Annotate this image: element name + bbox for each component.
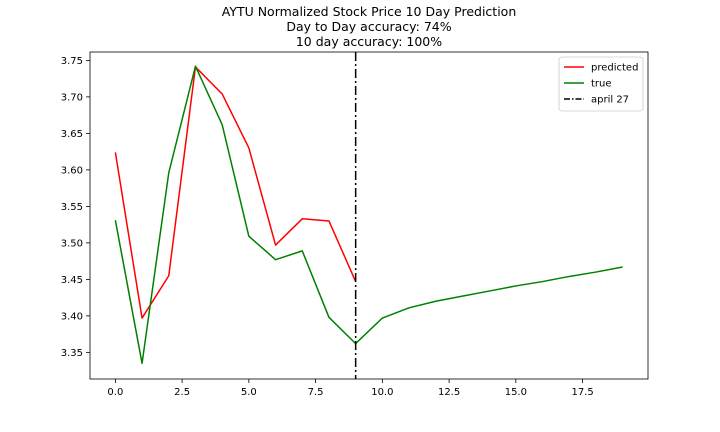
legend: predicted true april 27 <box>558 56 644 112</box>
chart-title: AYTU Normalized Stock Price 10 Day Predi… <box>222 4 517 49</box>
y-tick-label: 3.65 <box>61 129 83 140</box>
x-tick-label: 7.5 <box>308 387 324 398</box>
y-tick-label: 3.40 <box>61 311 83 322</box>
y-tick-label: 3.55 <box>61 202 83 213</box>
y-tick-label: 3.35 <box>61 348 83 359</box>
legend-label: predicted <box>591 63 638 74</box>
axes-frame <box>89 51 649 380</box>
x-tick-label: 5.0 <box>241 387 257 398</box>
legend-label: true <box>591 79 612 90</box>
x-tick-label: 2.5 <box>174 387 190 398</box>
y-tick-label: 3.45 <box>61 275 83 286</box>
y-tick-label: 3.60 <box>61 165 83 176</box>
series-line-predicted <box>114 66 357 319</box>
x-tick-label: 15.0 <box>505 387 527 398</box>
chart-title-line-3: 10 day accuracy: 100% <box>296 34 442 49</box>
y-tick-label: 3.70 <box>61 92 83 103</box>
x-tick-label: 0.0 <box>107 387 123 398</box>
legend-label: april 27 <box>591 95 629 106</box>
series-line-true <box>114 65 623 365</box>
x-tick-label: 10.0 <box>371 387 393 398</box>
y-axis-ticks: 3.35 3.40 3.45 3.50 3.55 3.60 3.65 3.70 3.75 <box>61 56 90 359</box>
y-tick-label: 3.50 <box>61 238 83 249</box>
chart-title-line-2: Day to Day accuracy: 74% <box>286 19 451 34</box>
x-tick-label: 17.5 <box>571 387 593 398</box>
x-tick-label: 12.5 <box>438 387 460 398</box>
legend-box <box>558 56 644 112</box>
chart-title-line-1: AYTU Normalized Stock Price 10 Day Predi… <box>222 4 517 19</box>
plot-lines <box>114 52 623 379</box>
x-axis-ticks: 0.0 2.5 5.0 7.5 10.0 12.5 15.0 17.5 <box>107 379 594 398</box>
y-tick-label: 3.75 <box>61 56 83 67</box>
